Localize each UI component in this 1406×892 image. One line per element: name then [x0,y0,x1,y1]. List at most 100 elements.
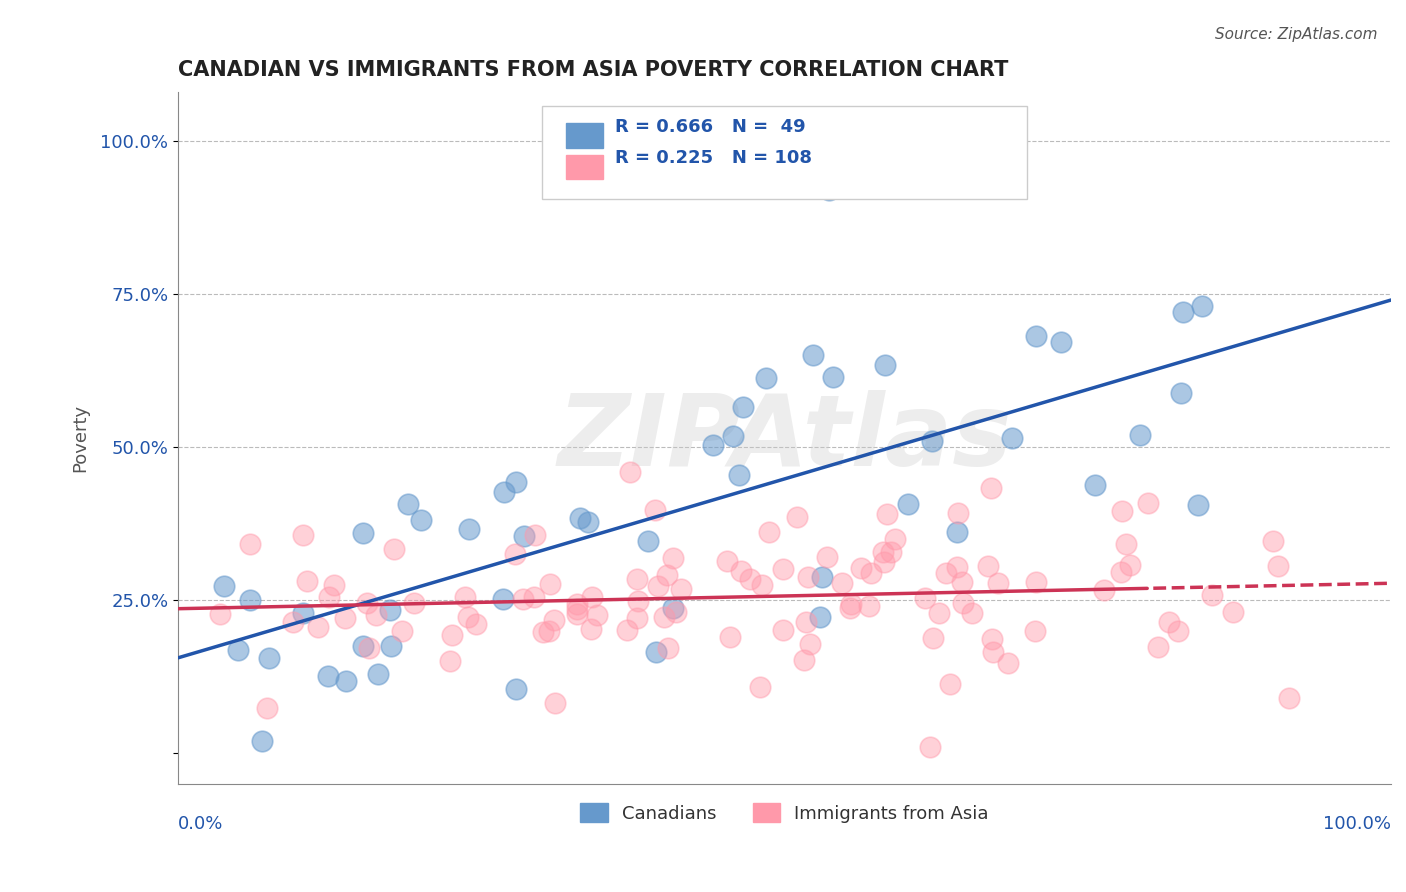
Point [981,632,1004,646]
Point [292,607,315,621]
Point [295,574,318,588]
Point [647,579,669,593]
Point [1267,559,1289,574]
Y-axis label: Poverty: Poverty [72,404,89,472]
Point [875,358,897,372]
Point [578,516,600,530]
Point [645,645,668,659]
Point [281,615,304,629]
Point [492,484,515,499]
Point [935,566,957,580]
Point [256,700,278,714]
Point [352,526,374,541]
Point [740,572,762,586]
Point [626,572,648,586]
Text: Source: ZipAtlas.com: Source: ZipAtlas.com [1215,27,1378,42]
Point [619,465,641,479]
Point [748,681,770,695]
Point [772,562,794,576]
Point [1167,624,1189,639]
Point [626,610,648,624]
Point [644,502,666,516]
Point [565,607,588,622]
Point [880,545,903,559]
Point [661,601,683,615]
Point [946,559,969,574]
Point [1171,305,1194,319]
Text: ZIPAtlas: ZIPAtlas [557,390,1012,486]
Bar [567,123,603,147]
Point [657,640,679,655]
Text: R = 0.666   N =  49: R = 0.666 N = 49 [614,119,806,136]
Point [411,513,433,527]
Point [823,369,845,384]
Point [811,570,834,584]
Point [977,559,1000,574]
Point [718,630,741,644]
Point [543,613,565,627]
Point [960,606,983,620]
Point [1187,498,1209,512]
Point [378,603,401,617]
Point [569,511,592,525]
Point [799,637,821,651]
Point [733,400,755,414]
Point [987,575,1010,590]
Point [751,578,773,592]
Point [1261,534,1284,549]
Point [1170,386,1192,401]
Point [259,651,281,665]
Point [883,532,905,546]
Point [873,555,896,569]
Point [544,697,567,711]
Point [523,590,546,604]
Point [657,568,679,582]
Point [839,597,862,611]
Point [627,594,650,608]
Point [380,639,402,653]
FancyBboxPatch shape [541,106,1028,200]
Point [637,534,659,549]
Text: 0.0%: 0.0% [179,814,224,833]
Point [581,590,603,604]
Point [838,601,860,615]
Text: CANADIAN VS IMMIGRANTS FROM ASIA POVERTY CORRELATION CHART: CANADIAN VS IMMIGRANTS FROM ASIA POVERTY… [179,60,1008,79]
Point [367,667,389,681]
Point [524,528,547,542]
Point [454,591,477,605]
Point [702,438,724,452]
Point [352,639,374,653]
Point [565,597,588,611]
Point [391,624,413,638]
Point [239,537,262,551]
Point [860,566,883,581]
Point [801,348,824,362]
Point [794,615,817,629]
Point [914,591,936,606]
Point [335,673,357,688]
Point [505,681,527,696]
Point [439,654,461,668]
Point [858,599,880,614]
Point [652,610,675,624]
Point [921,434,943,448]
Point [531,624,554,639]
Text: R = 0.225   N = 108: R = 0.225 N = 108 [614,150,811,168]
Point [928,606,950,620]
Point [458,522,481,536]
Text: 100.0%: 100.0% [1323,814,1391,833]
Point [665,605,688,619]
Point [758,524,780,539]
Point [1025,329,1047,343]
Point [1147,640,1170,655]
Point [212,579,235,593]
Point [318,590,340,604]
Point [1111,504,1133,518]
Point [716,554,738,568]
Point [831,575,853,590]
Point [1137,496,1160,510]
Point [239,592,262,607]
Point [1201,588,1223,602]
Point [1115,537,1137,551]
Point [1001,431,1024,445]
